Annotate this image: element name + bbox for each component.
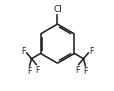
Text: Cl: Cl: [53, 5, 61, 14]
Text: F: F: [75, 66, 79, 75]
Text: F: F: [27, 68, 31, 76]
Text: F: F: [83, 68, 87, 76]
Text: F: F: [21, 47, 25, 56]
Text: F: F: [89, 47, 93, 56]
Text: F: F: [35, 66, 39, 75]
